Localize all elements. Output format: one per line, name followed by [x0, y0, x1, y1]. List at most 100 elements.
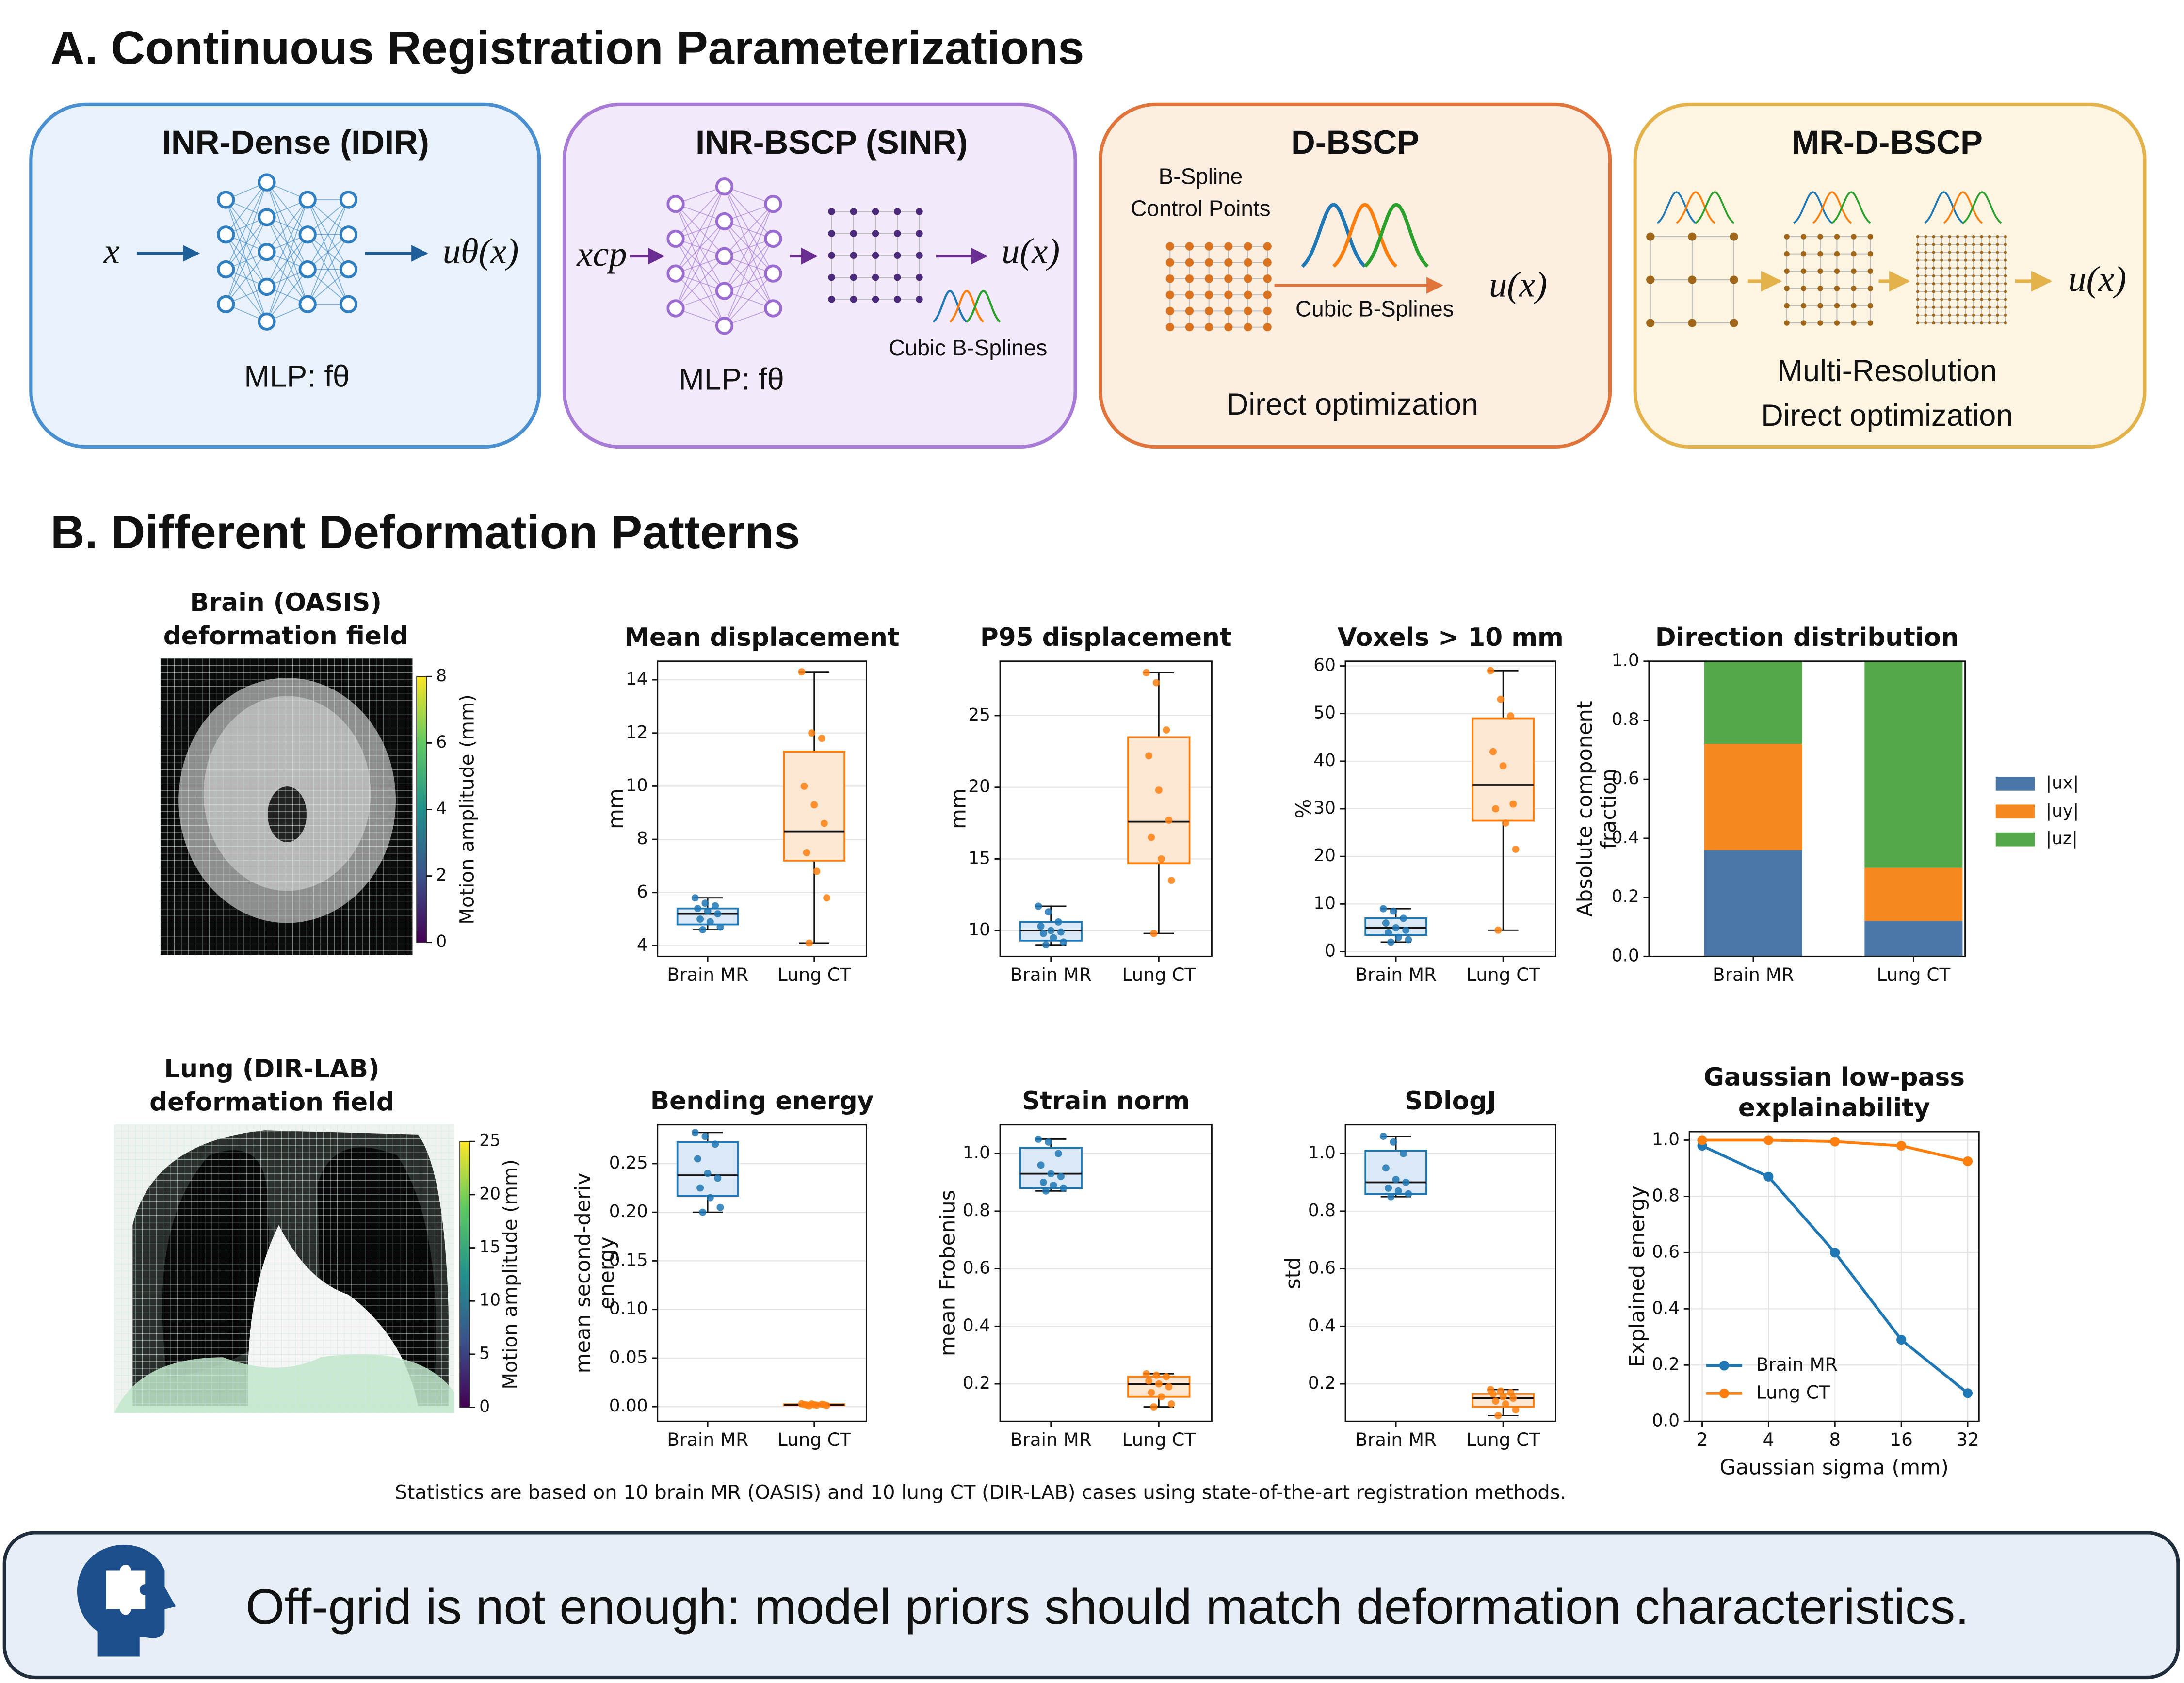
network-node	[339, 191, 358, 209]
data-point	[1035, 1135, 1042, 1143]
data-point	[701, 899, 709, 907]
control-point	[828, 273, 835, 281]
control-point	[828, 230, 835, 237]
data-point	[691, 894, 699, 902]
control-point	[1646, 275, 1655, 284]
data-point	[1158, 1393, 1165, 1401]
data-point	[1392, 1176, 1400, 1184]
colorbar-tick-label: 4	[436, 799, 447, 818]
control-point	[1916, 243, 1920, 246]
y-tick-label: 0.8	[963, 1201, 990, 1220]
control-point	[1996, 251, 1999, 254]
network-node	[258, 242, 276, 261]
network-node	[715, 212, 734, 231]
control-point	[1988, 282, 1991, 286]
network-edge	[266, 234, 308, 322]
image-title: deformation field	[163, 622, 408, 651]
data-point	[1385, 1184, 1392, 1192]
method-box	[1099, 102, 1612, 449]
control-point	[894, 208, 901, 215]
network-node	[666, 194, 685, 213]
data-point	[1394, 933, 1402, 941]
control-point	[1185, 290, 1194, 299]
control-point	[1980, 298, 1983, 301]
control-point	[1834, 251, 1840, 257]
control-point	[1996, 258, 1999, 262]
data-point	[696, 915, 704, 923]
control-point	[1980, 243, 1983, 246]
data-point	[803, 849, 810, 856]
control-point	[1972, 251, 1975, 254]
y-tick-label: 0.2	[963, 1373, 990, 1393]
data-point	[1509, 1394, 1517, 1402]
control-point	[1964, 282, 1967, 286]
data-point	[1390, 907, 1397, 915]
spline-curve	[1676, 191, 1715, 224]
spline-curve	[966, 289, 1001, 323]
control-point	[1956, 290, 1959, 293]
x-tick-label: Lung CT	[1122, 964, 1196, 985]
control-point	[1916, 235, 1920, 239]
control-point	[1205, 306, 1213, 315]
control-point	[1817, 234, 1823, 240]
spline-curve	[1301, 203, 1366, 268]
x-tick-label: Lung CT	[1877, 964, 1950, 985]
data-point	[706, 918, 714, 926]
control-point	[872, 230, 879, 237]
data-point	[1148, 833, 1155, 841]
control-point	[1964, 313, 1967, 317]
control-point	[1948, 251, 1951, 254]
control-point	[1851, 303, 1857, 309]
caption: Control Points	[1131, 196, 1270, 221]
caption: B-Spline	[1159, 164, 1243, 189]
network-node	[258, 277, 276, 296]
control-point	[1817, 320, 1823, 326]
control-point	[1964, 243, 1967, 246]
control-point	[1980, 251, 1983, 254]
data-point	[1405, 936, 1412, 944]
method-box	[562, 102, 1077, 449]
control-point	[1940, 313, 1943, 317]
y-tick-label: 1.0	[963, 1143, 990, 1163]
banner-text: Off-grid is not enough: model priors sho…	[245, 1578, 1969, 1635]
data-point	[1400, 1150, 1407, 1157]
colorbar-tick-label: 8	[436, 666, 447, 686]
marker	[1830, 1248, 1840, 1258]
data-point	[706, 1194, 714, 1202]
control-point	[1972, 313, 1975, 317]
control-point	[1988, 274, 1991, 278]
network-node	[298, 191, 317, 209]
control-point	[1730, 319, 1738, 327]
control-point	[1972, 235, 1975, 239]
control-point	[1924, 321, 1927, 325]
axes-frame	[657, 660, 867, 957]
data-point	[1060, 938, 1068, 946]
network-edge	[675, 221, 725, 309]
control-point	[1817, 303, 1823, 309]
control-point	[1244, 323, 1252, 332]
control-point	[1867, 234, 1874, 240]
bar-segment	[1704, 661, 1802, 744]
legend-marker	[1719, 1361, 1729, 1371]
network-edge	[307, 199, 349, 305]
control-point	[1646, 232, 1655, 241]
data-point	[1402, 926, 1410, 934]
control-point	[1834, 234, 1840, 240]
network-edge	[675, 186, 725, 239]
control-point	[2004, 258, 2007, 262]
control-point	[2004, 321, 2007, 325]
control-point	[1932, 258, 1936, 262]
control-point	[1972, 274, 1975, 278]
control-point	[1956, 251, 1959, 254]
data-point	[1489, 1390, 1497, 1398]
data-point	[1050, 1181, 1057, 1189]
network-node	[217, 191, 235, 209]
bar-segment	[1704, 850, 1802, 957]
x-tick-label: Lung CT	[777, 964, 851, 985]
control-point	[1867, 303, 1874, 309]
control-point	[1800, 320, 1807, 326]
control-point	[1244, 274, 1252, 283]
data-point	[1385, 929, 1392, 936]
spline-curve	[1924, 191, 1964, 224]
control-point	[1980, 235, 1983, 239]
